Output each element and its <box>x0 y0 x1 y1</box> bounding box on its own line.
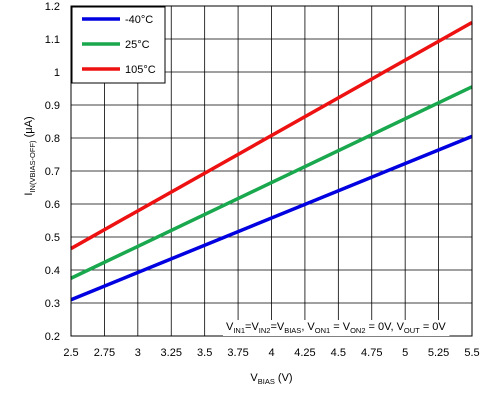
annotation-part: V <box>226 321 234 333</box>
annotation-part: OUT <box>404 326 420 335</box>
x-tick-label: 5.5 <box>464 347 479 359</box>
annotation-part: , V <box>301 321 315 333</box>
legend-label-0: -40°C <box>125 14 153 26</box>
x-tick-label: 3 <box>135 347 141 359</box>
y-tick-label: 0.4 <box>45 265 60 277</box>
annotation-part: = 0V <box>420 321 447 333</box>
annotation-part: IN1 <box>233 326 245 335</box>
axis-label-unit: (V) <box>275 372 293 384</box>
y-tick-label: 0.9 <box>45 100 60 112</box>
x-tick-labels: 2.5 2.75 3 3.25 3.5 3.75 4 4.25 4.5 4.75 5 5.25 5.5 <box>63 347 479 359</box>
x-tick-label: 5 <box>402 347 408 359</box>
y-tick-label: 0.5 <box>45 232 60 244</box>
legend-label-1: 25°C <box>125 39 150 51</box>
y-axis-label: IIN(VBIAS-OFF) (μA) <box>23 116 37 195</box>
y-tick-label: 0.3 <box>45 298 60 310</box>
x-tick-label: 3.75 <box>227 347 248 359</box>
x-tick-label: 2.75 <box>94 347 115 359</box>
axis-label-main: V <box>250 372 258 384</box>
legend-label-2: 105°C <box>125 64 156 76</box>
axis-label-subscript: BIAS <box>258 377 275 386</box>
annotation-background <box>223 320 450 336</box>
x-tick-label: 2.5 <box>63 347 78 359</box>
annotation-text: VIN1=VIN2=VBIAS, VON1 = VON2 = 0V, VOUT … <box>226 321 446 335</box>
y-tick-label: 1.2 <box>45 1 60 13</box>
x-tick-label: 4 <box>268 347 274 359</box>
x-tick-label: 4.25 <box>294 347 315 359</box>
legend: -40°C 25°C 105°C <box>71 6 166 84</box>
x-tick-label: 4.5 <box>331 347 346 359</box>
annotation-part: = V <box>330 321 351 333</box>
annotation-part: =V <box>270 321 284 333</box>
y-tick-labels: 0.2 0.3 0.4 0.5 0.6 0.7 0.8 0.9 1 1.1 1.2 <box>45 1 60 343</box>
x-axis-label: VBIAS (V) <box>250 372 292 386</box>
series-lines <box>70 20 473 302</box>
y-tick-label: 0.8 <box>45 133 60 145</box>
x-tick-label: 3.5 <box>197 347 212 359</box>
annotation-part: ON2 <box>350 326 365 335</box>
series-line-0 <box>70 134 473 302</box>
y-tick-label: 0.7 <box>45 166 60 178</box>
annotation-part: BIAS <box>284 326 301 335</box>
annotation-part: IN2 <box>259 326 271 335</box>
axis-label-subscript: IN(VBIAS-OFF) <box>28 140 37 193</box>
axis-label-unit: (μA) <box>23 116 35 140</box>
annotation-part: ON1 <box>315 326 330 335</box>
annotation-part: =V <box>245 321 259 333</box>
conditions-annotation: VIN1=VIN2=VBIAS, VON1 = VON2 = 0V, VOUT … <box>223 320 450 336</box>
series-line-1 <box>70 85 473 280</box>
y-tick-label: 1.1 <box>45 34 60 46</box>
y-tick-label: 0.6 <box>45 199 60 211</box>
annotation-part: = 0V, V <box>365 321 404 333</box>
axis-label-main: I <box>23 193 35 196</box>
x-tick-label: 4.75 <box>361 347 382 359</box>
y-tick-label: 1 <box>54 67 60 79</box>
x-tick-label: 3.25 <box>161 347 182 359</box>
series-line-2 <box>70 20 473 251</box>
y-tick-label: 0.2 <box>45 331 60 343</box>
x-tick-label: 5.25 <box>428 347 449 359</box>
